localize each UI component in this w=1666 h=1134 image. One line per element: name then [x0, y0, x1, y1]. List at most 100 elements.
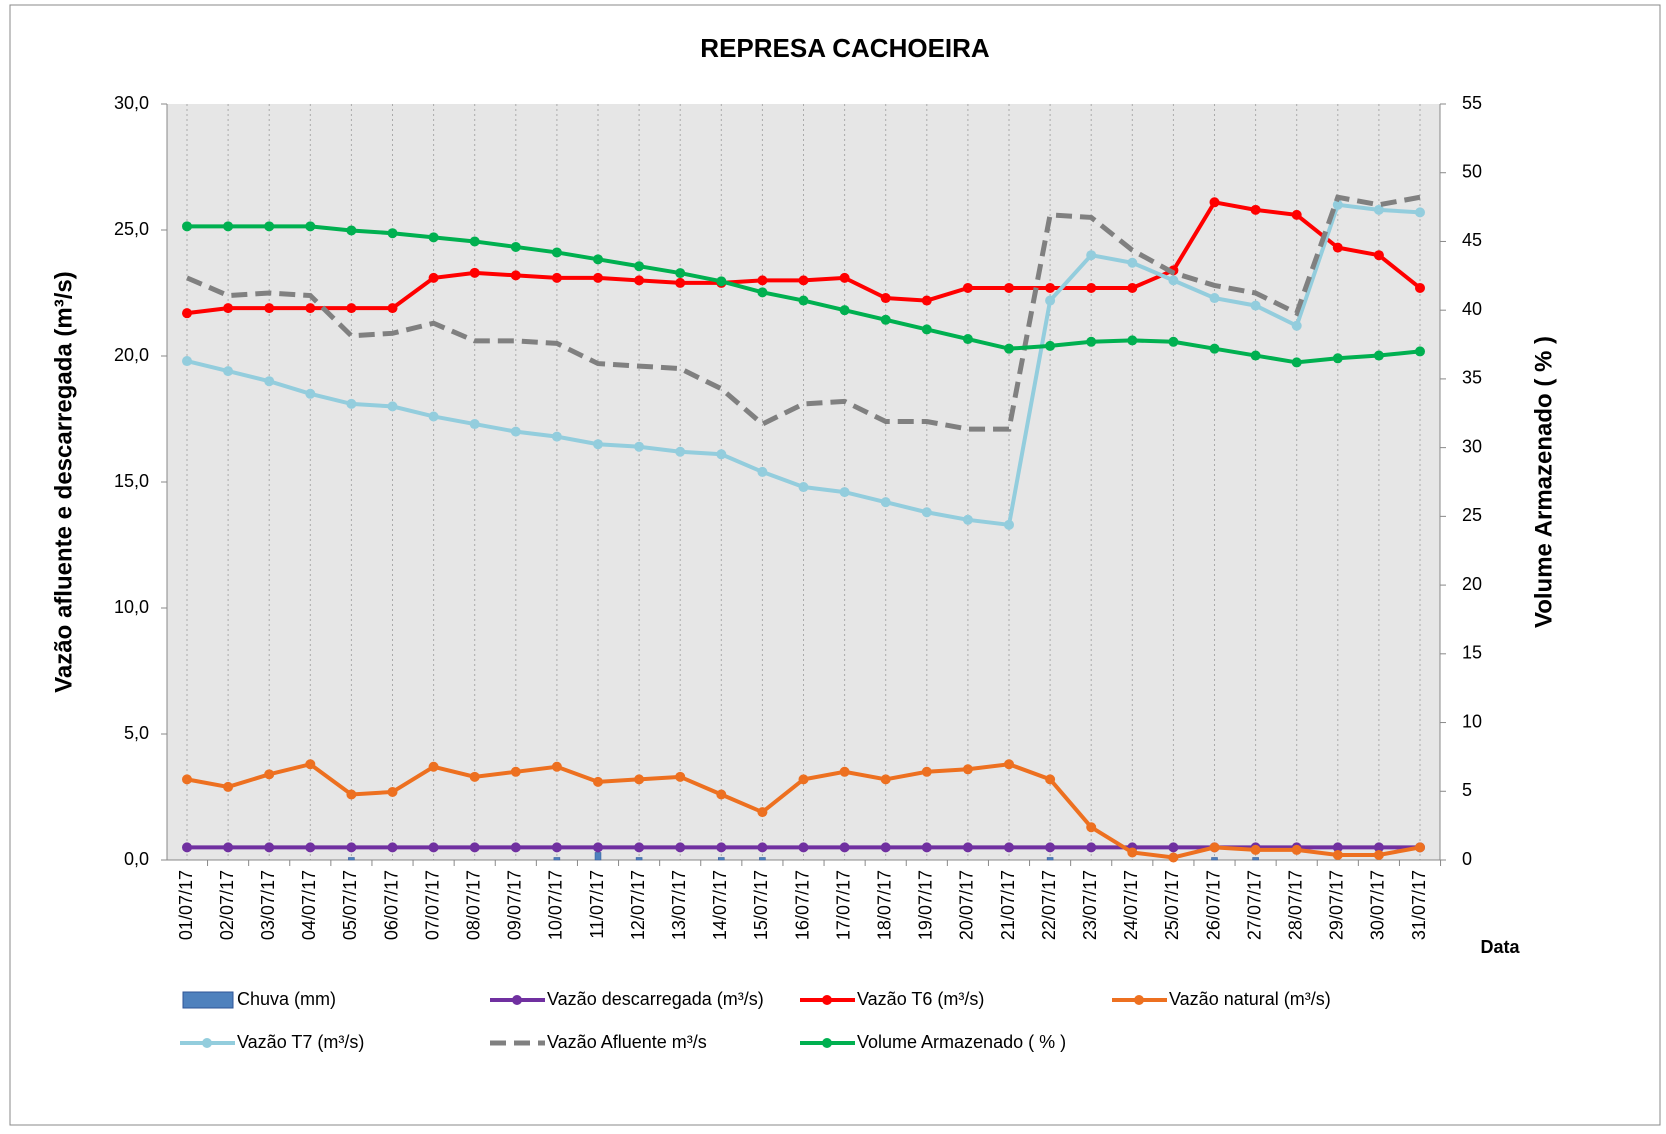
series-marker [551, 431, 562, 442]
series-marker [305, 221, 316, 232]
series-marker [551, 761, 562, 772]
legend-label: Vazão Afluente m³/s [547, 1032, 707, 1052]
series-marker [1332, 849, 1343, 860]
x-tick-label: 12/07/17 [628, 870, 648, 940]
series-marker [1168, 275, 1179, 286]
series-marker [675, 277, 686, 288]
series-marker [880, 314, 891, 325]
x-tick-label: 16/07/17 [792, 870, 812, 940]
series-marker [962, 842, 973, 853]
series-marker [264, 221, 275, 232]
series-marker [1332, 353, 1343, 364]
series-marker [1209, 842, 1220, 853]
series-marker [223, 842, 234, 853]
series-marker [182, 356, 192, 367]
series-marker [264, 376, 275, 387]
series-marker [264, 842, 275, 853]
series-marker [962, 514, 973, 525]
series-marker [757, 842, 768, 853]
y-tick-label: 10,0 [114, 597, 149, 617]
series-marker [469, 842, 480, 853]
x-tick-label: 29/07/17 [1327, 870, 1347, 940]
series-marker [428, 232, 439, 243]
x-tick-label: 18/07/17 [874, 870, 894, 940]
legend-marker [1134, 995, 1144, 1005]
y2-tick-label: 15 [1462, 643, 1482, 663]
series-marker [1004, 842, 1014, 853]
series-marker [716, 276, 727, 287]
series-marker [798, 774, 809, 785]
x-axis-label: Data [1480, 937, 1520, 957]
series-marker [1209, 293, 1220, 304]
plot-area [167, 104, 1440, 860]
series-marker [1332, 842, 1343, 853]
y2-tick-label: 55 [1462, 93, 1482, 113]
series-marker [675, 268, 686, 279]
bar [594, 852, 602, 861]
x-tick-label: 08/07/17 [463, 870, 483, 940]
series-marker [551, 247, 562, 258]
series-marker [387, 228, 398, 239]
series-marker [1168, 336, 1179, 347]
series-marker [1004, 759, 1014, 770]
legend-marker [512, 995, 522, 1005]
x-tick-label: 04/07/17 [299, 870, 319, 940]
series-marker [716, 789, 727, 800]
y2-tick-label: 35 [1462, 368, 1482, 388]
bar [1252, 857, 1259, 861]
x-tick-label: 05/07/17 [340, 870, 360, 940]
series-marker [1250, 844, 1261, 855]
bar [635, 857, 643, 861]
series-marker [346, 398, 357, 409]
y2-tick-label: 10 [1462, 711, 1482, 731]
series-marker [551, 842, 562, 853]
series-marker [634, 842, 645, 853]
series-marker [346, 303, 357, 314]
series-marker [1045, 340, 1056, 351]
series-marker [1250, 300, 1261, 311]
series-marker [757, 275, 768, 286]
series-marker [182, 774, 192, 785]
series-marker [839, 305, 850, 316]
series-marker [1373, 842, 1384, 853]
series-marker [962, 334, 973, 345]
y2-tick-label: 20 [1462, 574, 1482, 594]
series-marker [593, 776, 603, 787]
series-marker [1004, 519, 1014, 530]
series-marker [428, 842, 439, 853]
y-tick-label: 25,0 [114, 219, 149, 239]
series-marker [675, 771, 686, 782]
bar [718, 857, 725, 861]
series-marker [428, 411, 439, 422]
series-marker [962, 282, 973, 293]
series-marker [1291, 320, 1302, 331]
series-marker [1291, 357, 1302, 368]
series-marker [305, 759, 316, 770]
series-marker [1415, 282, 1425, 293]
series-marker [1168, 852, 1179, 863]
series-marker [1086, 842, 1097, 853]
series-marker [880, 293, 891, 304]
y2-tick-label: 30 [1462, 436, 1482, 456]
y2-tick-label: 45 [1462, 230, 1482, 250]
series-marker [469, 771, 480, 782]
series-marker [757, 807, 768, 818]
series-marker [593, 439, 603, 450]
legend-label: Chuva (mm) [237, 989, 336, 1009]
y2-tick-label: 5 [1462, 780, 1472, 800]
series-marker [346, 225, 357, 236]
y2-tick-label: 50 [1462, 161, 1482, 181]
series-marker [798, 295, 809, 306]
series-marker [798, 275, 809, 286]
x-tick-label: 27/07/17 [1244, 870, 1264, 940]
series-marker [1209, 343, 1220, 354]
series-marker [921, 507, 932, 518]
series-marker [223, 303, 234, 314]
series-marker [1415, 842, 1425, 853]
x-tick-label: 19/07/17 [916, 870, 936, 940]
series-marker [510, 270, 521, 281]
series-marker [1004, 343, 1014, 354]
series-marker [305, 388, 316, 399]
series-marker [675, 446, 686, 457]
